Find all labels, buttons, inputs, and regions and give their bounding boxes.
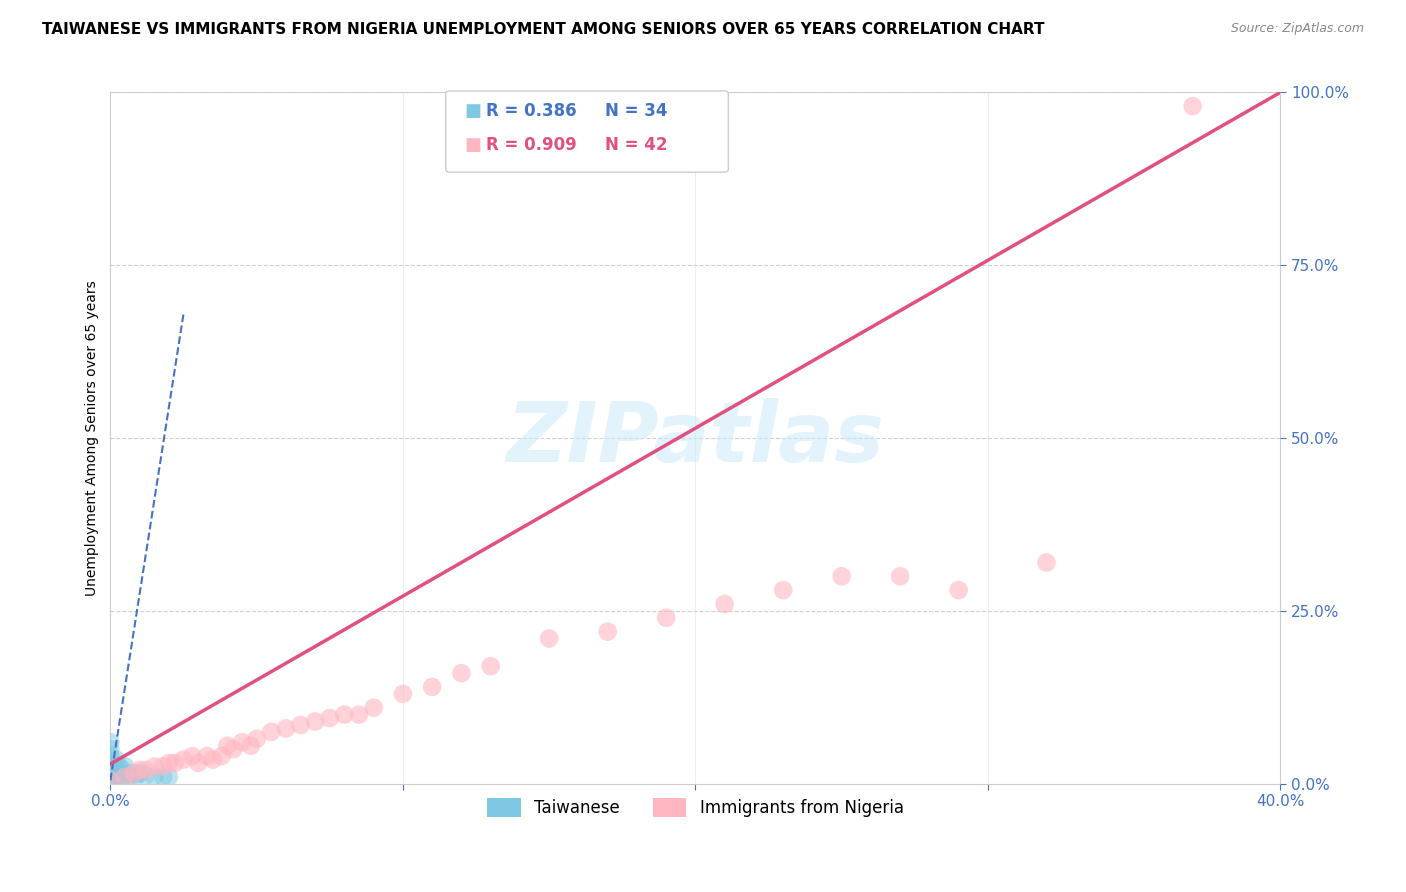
Point: [122, 766, 145, 780]
Point: [108, 771, 131, 785]
Point: [105, 771, 128, 785]
Point: [187, 756, 209, 770]
Point: [134, 763, 156, 777]
Point: [333, 707, 356, 722]
Point: [105, 752, 128, 766]
Point: [105, 762, 128, 776]
Point: [114, 768, 136, 782]
Point: [117, 766, 139, 780]
Text: N = 34: N = 34: [605, 103, 666, 120]
Point: [1035, 556, 1057, 570]
Point: [260, 724, 283, 739]
Point: [173, 752, 195, 766]
Point: [889, 569, 911, 583]
Point: [948, 583, 970, 598]
Point: [1181, 99, 1204, 113]
Point: [363, 700, 385, 714]
Point: [152, 770, 174, 784]
Point: [100, 749, 122, 764]
Point: [100, 742, 122, 756]
Point: [163, 756, 186, 770]
Point: [152, 759, 174, 773]
Point: [143, 770, 166, 784]
Point: [290, 718, 312, 732]
Point: [157, 756, 180, 770]
Point: [304, 714, 326, 729]
Point: [655, 611, 678, 625]
Point: [201, 752, 224, 766]
Point: [479, 659, 502, 673]
Point: [103, 756, 125, 770]
Point: [713, 597, 735, 611]
Text: ■: ■: [464, 136, 481, 154]
Point: [128, 766, 150, 780]
Point: [596, 624, 619, 639]
Point: [100, 766, 122, 780]
Point: [347, 707, 370, 722]
Point: [772, 583, 794, 598]
Text: R = 0.909: R = 0.909: [486, 136, 578, 154]
Point: [217, 739, 239, 753]
Point: [134, 768, 156, 782]
Point: [319, 711, 342, 725]
Text: ZIPatlas: ZIPatlas: [506, 398, 884, 478]
Point: [120, 768, 142, 782]
Point: [103, 770, 125, 784]
Point: [105, 766, 128, 780]
Point: [103, 766, 125, 780]
Legend: Taiwanese, Immigrants from Nigeria: Taiwanese, Immigrants from Nigeria: [481, 791, 910, 824]
Point: [108, 759, 131, 773]
Point: [100, 763, 122, 777]
Point: [181, 749, 204, 764]
Point: [222, 742, 245, 756]
Point: [103, 763, 125, 777]
Point: [538, 632, 561, 646]
Point: [100, 756, 122, 770]
Point: [239, 739, 262, 753]
Point: [143, 759, 166, 773]
Point: [420, 680, 443, 694]
Point: [111, 763, 134, 777]
Point: [246, 731, 269, 746]
Text: TAIWANESE VS IMMIGRANTS FROM NIGERIA UNEMPLOYMENT AMONG SENIORS OVER 65 YEARS CO: TAIWANESE VS IMMIGRANTS FROM NIGERIA UNE…: [42, 22, 1045, 37]
Point: [157, 770, 180, 784]
Point: [100, 773, 122, 788]
Point: [128, 763, 150, 777]
Point: [114, 770, 136, 784]
Point: [100, 759, 122, 773]
Point: [231, 735, 253, 749]
Y-axis label: Unemployment Among Seniors over 65 years: Unemployment Among Seniors over 65 years: [86, 280, 100, 596]
Point: [195, 749, 218, 764]
Point: [108, 766, 131, 780]
Point: [100, 770, 122, 784]
Point: [450, 666, 472, 681]
Point: [392, 687, 415, 701]
Point: [831, 569, 853, 583]
Point: [122, 766, 145, 780]
Point: [103, 773, 125, 788]
Text: ■: ■: [464, 103, 481, 120]
Point: [211, 749, 233, 764]
Point: [100, 773, 122, 788]
Text: Source: ZipAtlas.com: Source: ZipAtlas.com: [1230, 22, 1364, 36]
Text: N = 42: N = 42: [605, 136, 666, 154]
Point: [274, 722, 297, 736]
Point: [100, 735, 122, 749]
Text: R = 0.386: R = 0.386: [486, 103, 576, 120]
Point: [111, 770, 134, 784]
Point: [125, 768, 148, 782]
Point: [114, 759, 136, 773]
